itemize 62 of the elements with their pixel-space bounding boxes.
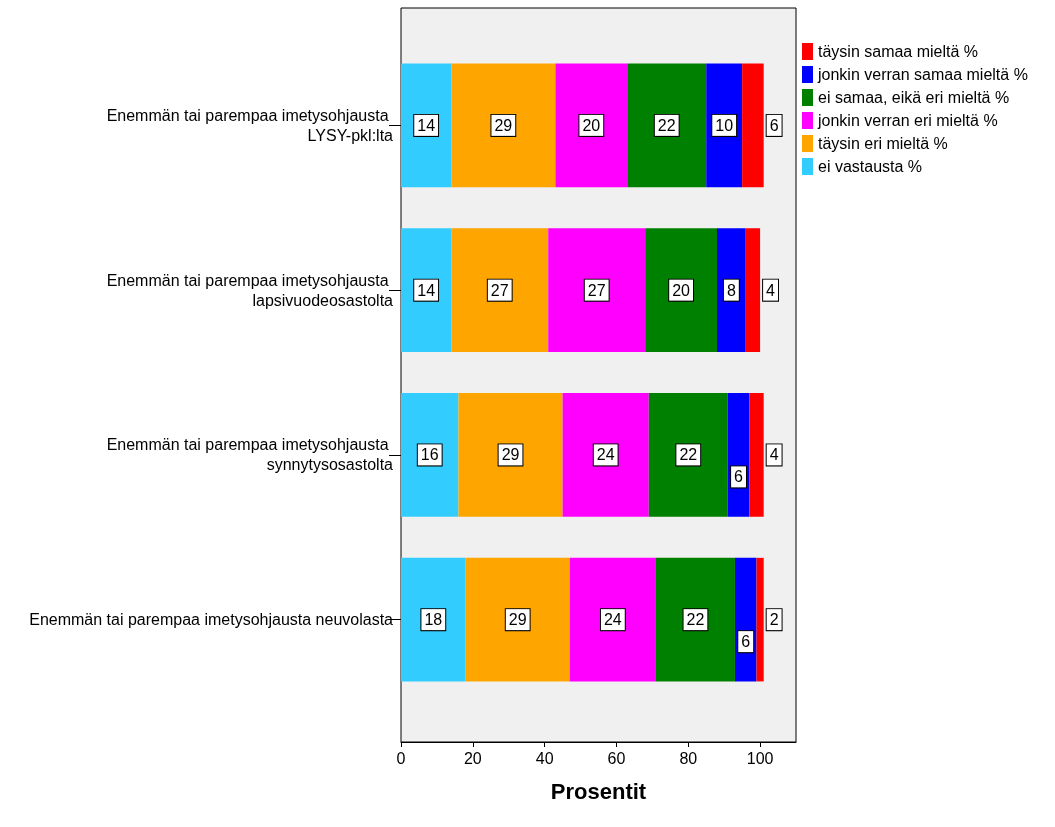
- data-label: 22: [657, 116, 676, 134]
- bar: [569, 557, 656, 682]
- x-tick-label: 40: [535, 749, 554, 767]
- bar: [401, 63, 452, 188]
- data-label: 22: [686, 611, 705, 629]
- bar: [401, 557, 466, 682]
- data-label: 20: [672, 281, 691, 299]
- bar: [749, 393, 764, 517]
- bar: [401, 228, 452, 352]
- data-label: 29: [508, 611, 527, 629]
- data-label: 14: [417, 116, 436, 134]
- bar: [401, 393, 459, 517]
- bar: [645, 228, 717, 352]
- y-tick-label: Enemmän tai parempaa imetysohjausta lapsivuodeosastolta: [106, 271, 394, 309]
- legend-label: täysin eri mieltä %: [818, 135, 948, 152]
- bar: [627, 63, 707, 188]
- legend-label: ei samaa, eikä eri mieltä %: [818, 89, 1010, 106]
- y-tick-label: Enemmän tai parempaa imetysohjausta LYSY-pkl:lta: [106, 106, 394, 144]
- y-tick-label: Enemmän tai parempaa imetysohjausta neuvolasta: [29, 611, 394, 629]
- data-label: 27: [490, 281, 509, 299]
- data-label: 8: [726, 281, 736, 299]
- data-label: 2: [769, 611, 779, 629]
- bar: [458, 393, 563, 517]
- data-label: 24: [603, 611, 622, 629]
- bar: [756, 557, 764, 682]
- y-tick-label: Enemmän tai parempaa imetysohjausta synnytysosastolta: [106, 436, 394, 474]
- bar: [465, 557, 570, 682]
- legend-label: ei vastausta %: [818, 158, 923, 175]
- data-label: 10: [715, 116, 734, 134]
- bar: [717, 228, 746, 352]
- data-label: 4: [766, 281, 776, 299]
- bar: [562, 393, 649, 517]
- x-tick-label: 80: [679, 749, 698, 767]
- bar: [555, 63, 628, 188]
- data-label: 6: [769, 116, 779, 134]
- legend-label: täysin samaa mieltä %: [818, 43, 979, 60]
- data-label: 29: [494, 116, 513, 134]
- data-label: 29: [501, 446, 520, 464]
- data-label: 6: [741, 633, 751, 651]
- data-label: 6: [734, 468, 744, 486]
- data-label: 4: [769, 446, 779, 464]
- bar: [655, 557, 735, 682]
- bar: [745, 228, 761, 352]
- x-tick-label: 0: [396, 749, 406, 767]
- legend-label: jonkin verran samaa mieltä %: [817, 66, 1028, 83]
- x-tick-label: 60: [607, 749, 626, 767]
- x-tick-label: 100: [746, 749, 774, 767]
- data-label: 16: [420, 446, 439, 464]
- data-label: 20: [582, 116, 601, 134]
- x-axis-title: Prosentit: [550, 778, 647, 804]
- legend-label: jonkin verran eri mieltä %: [817, 112, 998, 129]
- x-tick-label: 20: [463, 749, 482, 767]
- bar: [742, 63, 764, 188]
- bar: [451, 63, 556, 188]
- data-label: 27: [587, 281, 606, 299]
- data-label: 18: [424, 611, 443, 629]
- data-label: 14: [417, 281, 436, 299]
- bar: [648, 393, 728, 517]
- data-label: 24: [596, 446, 615, 464]
- bar: [548, 228, 646, 352]
- bar: [451, 228, 549, 352]
- data-label: 22: [679, 446, 698, 464]
